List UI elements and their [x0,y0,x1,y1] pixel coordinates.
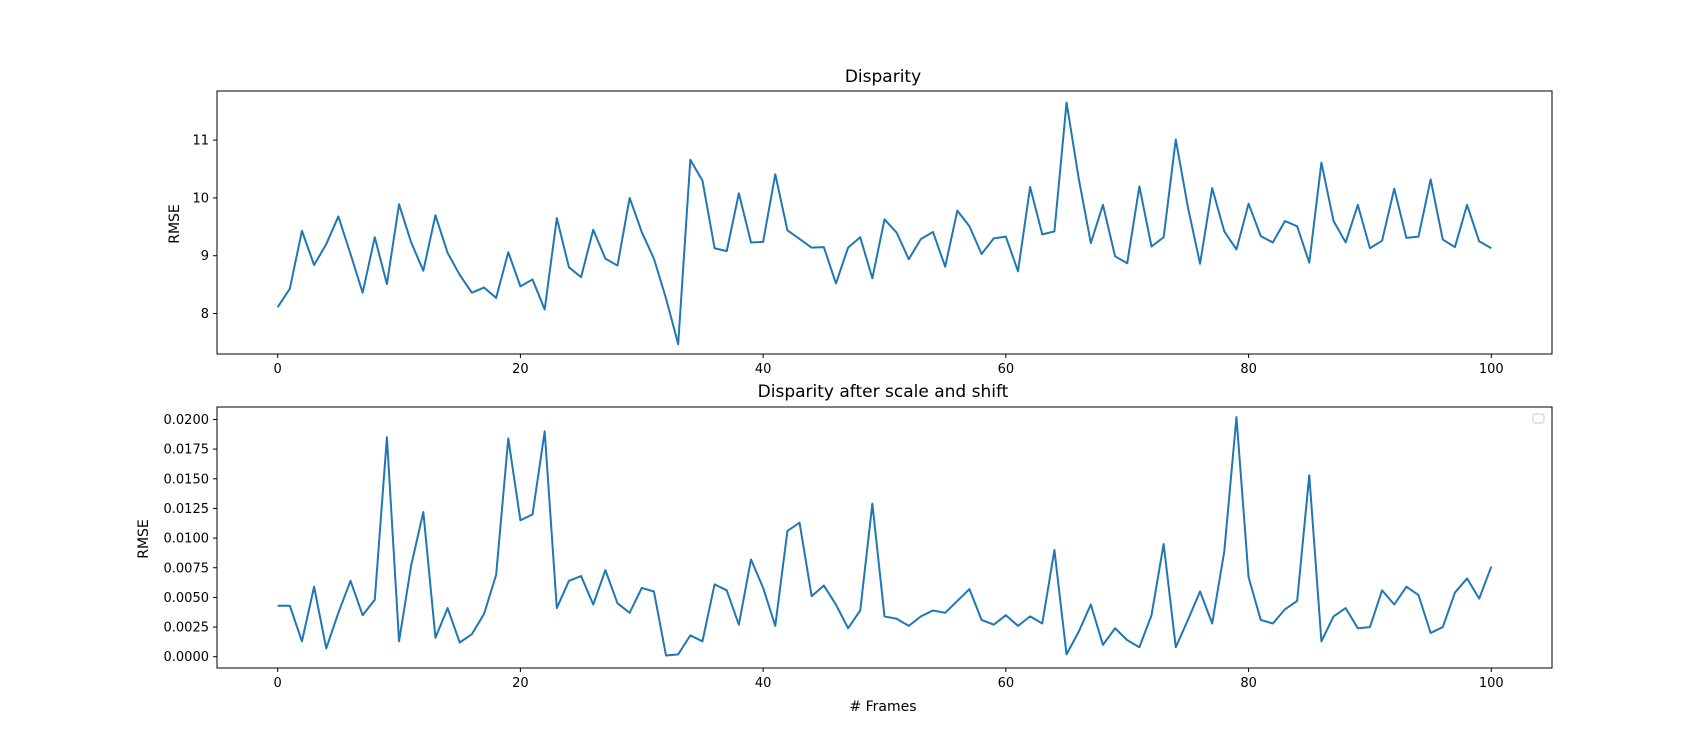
x-tick-label: 40 [755,362,772,377]
x-tick-label: 100 [1479,676,1504,691]
subplot-disparity-after-scale-and-shift: Disparity after scale and shift RMSE # F… [136,382,1553,715]
series-line [277,416,1493,657]
x-tick-label: 80 [1240,362,1257,377]
y-tick-label: 8 [201,307,209,322]
x-tick-label: 40 [755,676,772,691]
y-axis-label: RMSE [167,204,183,244]
x-tick-label: 60 [998,362,1015,377]
y-tick-label: 0.0075 [164,561,210,576]
subplot-disparity: Disparity RMSE 0 20 40 60 80 100 8 9 10 11 [167,67,1553,377]
y-tick-label: 0.0000 [164,650,210,665]
y-tick-label: 0.0200 [164,413,210,428]
y-tick-label: 0.0025 [164,621,210,636]
axes-frame [216,406,1553,669]
y-tick-label: 11 [192,134,209,149]
x-tick-label: 80 [1240,676,1257,691]
y-axis-label: RMSE [136,519,152,559]
x-tick-label: 20 [512,676,529,691]
y-tick-label: 0.0150 [164,472,210,487]
x-tick-label: 0 [274,676,282,691]
y-tick-label: 10 [192,191,209,206]
y-tick-label: 0.0050 [164,591,210,606]
x-axis-label: # Frames [849,699,916,715]
subplot-title: Disparity [845,67,921,87]
y-tick-label: 0.0100 [164,532,210,547]
series-line [276,101,1492,346]
legend-box [1532,413,1545,424]
x-tick-label: 0 [274,362,282,377]
x-tick-label: 100 [1479,362,1504,377]
y-tick-label: 0.0175 [164,443,210,458]
plot-area: 0 20 40 60 80 100 8 9 10 11 [192,101,1504,377]
subplot-title: Disparity after scale and shift [758,382,1009,402]
plot-area: 0 20 40 60 80 100 0.0000 0.0025 0.0050 0.0075 0.01… [164,413,1504,691]
x-tick-label: 60 [998,676,1015,691]
axes-frame [216,90,1553,355]
y-tick-label: 9 [201,249,209,264]
x-tick-label: 20 [512,362,529,377]
y-tick-label: 0.0125 [164,502,210,517]
